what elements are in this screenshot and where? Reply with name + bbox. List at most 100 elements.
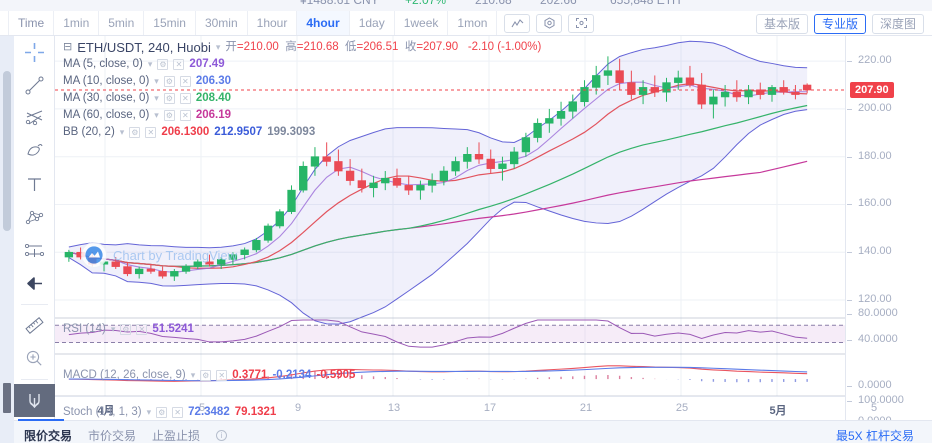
zoom-in-tool[interactable] (14, 342, 55, 375)
indicator-value: 206.19 (195, 109, 232, 121)
legend-symbol-row: ⊟ ETH/USDT, 240, Huobi ▾ 开=210.00 高=210.… (63, 39, 541, 56)
rsi-chevron-icon[interactable]: ▾ (110, 323, 116, 334)
timeframe-1mon[interactable]: 1mon (448, 11, 498, 35)
symbol-label: ETH/USDT, 240, Huobi (77, 40, 211, 55)
indicator-settings-icon[interactable]: ⚙ (129, 127, 141, 138)
indicators-icon[interactable] (536, 13, 563, 33)
macd-legend: MACD (12, 26, close, 9) ▾ ⚙ ✕ 0.3771 -0.… (63, 369, 355, 381)
indicator-close-icon[interactable]: ✕ (173, 59, 185, 70)
rsi-label: RSI (14) (63, 323, 106, 335)
rsi-close-icon[interactable]: ✕ (136, 323, 148, 335)
stoch-close-icon[interactable]: ✕ (172, 406, 184, 418)
ruler-tool[interactable] (14, 309, 55, 342)
text-tool[interactable] (14, 168, 55, 201)
time-axis-label: 5月 (769, 405, 787, 417)
indicator-chevron-icon[interactable]: ▾ (147, 59, 153, 69)
version-btn-深度图[interactable]: 深度图 (871, 14, 924, 34)
indicator-close-icon[interactable]: ✕ (179, 110, 191, 121)
collapse-icon[interactable]: ⊟ (63, 41, 73, 53)
price-axis-tick (847, 156, 852, 158)
timeframe-1week[interactable]: 1week (395, 11, 449, 35)
indicator-value: 207.49 (189, 58, 225, 70)
macd-value-2: -0.2134 (272, 369, 312, 381)
price-axis-tick-label: 180.00 (858, 149, 892, 162)
chevron-down-icon[interactable]: ▾ (215, 42, 221, 52)
indicator-chevron-icon[interactable]: ▾ (154, 93, 159, 103)
macd-chevron-icon[interactable]: ▾ (190, 369, 196, 380)
high-label: 高 (285, 41, 297, 53)
low-label: 低 (345, 41, 357, 53)
indicator-close-icon[interactable]: ✕ (179, 76, 191, 87)
legend-indicator-row: BB (20, 2) ▾ ⚙ ✕ 206.1300 212.9507 199.3093 (63, 124, 541, 141)
high-value: 210.68 (303, 41, 339, 53)
indicator-chevron-icon[interactable]: ▾ (154, 76, 159, 86)
timeframe-30min[interactable]: 30min (196, 11, 248, 35)
price-axis-tick (847, 108, 852, 110)
timeframe-1min[interactable]: 1min (54, 11, 100, 35)
indicator-name: BB (20, 2) (63, 126, 115, 138)
timeframe-4hour[interactable]: 4hour (297, 11, 350, 35)
indicator-settings-icon[interactable]: ⚙ (163, 110, 175, 121)
timeframe-15min[interactable]: 15min (144, 11, 196, 35)
indicator-chevron-icon[interactable]: ▾ (119, 127, 125, 137)
stoch-chevron-icon[interactable]: ▾ (146, 406, 152, 417)
timeframe-1day[interactable]: 1day (350, 11, 395, 35)
indicator-name: MA (30, close, 0) (63, 92, 150, 104)
macd-value-3: -0.5905 (316, 369, 356, 381)
indicator-name: MA (10, close, 0) (63, 75, 150, 87)
tradingview-watermark-text: Chart by TradingView (113, 247, 238, 263)
low-value: 206.51 (363, 41, 399, 53)
brush-tool[interactable] (14, 135, 55, 168)
stoch-settings-icon[interactable]: ⚙ (156, 406, 168, 418)
magnet-tool[interactable] (14, 384, 55, 417)
order-tab-0[interactable]: 限价交易 (24, 429, 73, 443)
leverage-link[interactable]: 最5X 杠杆交易 (835, 429, 914, 443)
stoch-label: Stoch (14, 1, 3) (63, 406, 142, 418)
price-axis[interactable]: 220.00 200.00 180.00 160.00 140.00 120.00 207.… (845, 36, 932, 420)
info-icon[interactable]: i (216, 430, 228, 441)
axis-tick-label: 0.0000 (858, 415, 892, 420)
indicator-settings-icon[interactable]: ⚙ (157, 59, 169, 70)
change-value: -2.10 (-1.00%) (467, 41, 542, 53)
fullscreen-icon[interactable] (568, 13, 595, 33)
open-label: 开 (225, 41, 237, 53)
legend-indicator-row: MA (5, close, 0) ▾ ⚙ ✕ 207.49 (63, 56, 541, 73)
version-btn-基本版[interactable]: 基本版 (755, 14, 808, 34)
timeframe-5min[interactable]: 5min (99, 11, 145, 35)
macd-settings-icon[interactable]: ⚙ (200, 369, 212, 381)
time-axis-label: 13 (387, 402, 401, 414)
scrollbar-thumb[interactable] (3, 71, 11, 231)
axis-tick-label: 100.0000 (858, 394, 904, 406)
trendline-tool[interactable] (14, 69, 55, 102)
timeframe-1hour[interactable]: 1hour (248, 11, 298, 35)
toolbar-divider-2 (20, 379, 48, 380)
version-btn-专业版[interactable]: 专业版 (813, 14, 866, 34)
time-axis-label: 4月 (97, 405, 115, 417)
indicator-close-icon[interactable]: ✕ (179, 93, 191, 104)
arrow-tool[interactable] (14, 267, 55, 300)
forecast-tool[interactable] (14, 234, 55, 267)
macd-close-icon[interactable]: ✕ (216, 369, 228, 381)
indicator-settings-icon[interactable]: ⚙ (163, 93, 175, 104)
fib-tool[interactable] (14, 102, 55, 135)
indicator-close-icon[interactable]: ✕ (145, 127, 157, 138)
time-axis[interactable]: 4月 5 9 13 17 21 25 5月 5 (55, 396, 877, 420)
pattern-tool[interactable] (14, 201, 55, 234)
page-scroll-gutter[interactable] (0, 11, 14, 443)
chart-canvas[interactable]: ⊟ ETH/USDT, 240, Huobi ▾ 开=210.00 高=210.… (55, 36, 845, 420)
indicator-settings-icon[interactable]: ⚙ (163, 76, 175, 87)
order-tab-1[interactable]: 市价交易 (88, 429, 137, 443)
crosshair-tool[interactable] (14, 36, 55, 69)
indicator-value: 199.3093 (267, 126, 316, 138)
chart-type-icon[interactable] (504, 13, 531, 33)
order-tab-2[interactable]: 止盈止损 (152, 429, 201, 443)
timeframe-time[interactable]: Time (8, 11, 55, 35)
indicator-chevron-icon[interactable]: ▾ (154, 110, 159, 120)
price-axis-tick-label: 140.00 (858, 245, 892, 258)
price-axis-tick-label: 120.00 (858, 293, 892, 306)
scrollbar-thumb-secondary[interactable] (3, 383, 11, 413)
axis-tick (847, 386, 852, 387)
ticker-high: 210.68 (475, 0, 512, 7)
rsi-settings-icon[interactable]: ⚙ (120, 323, 132, 335)
